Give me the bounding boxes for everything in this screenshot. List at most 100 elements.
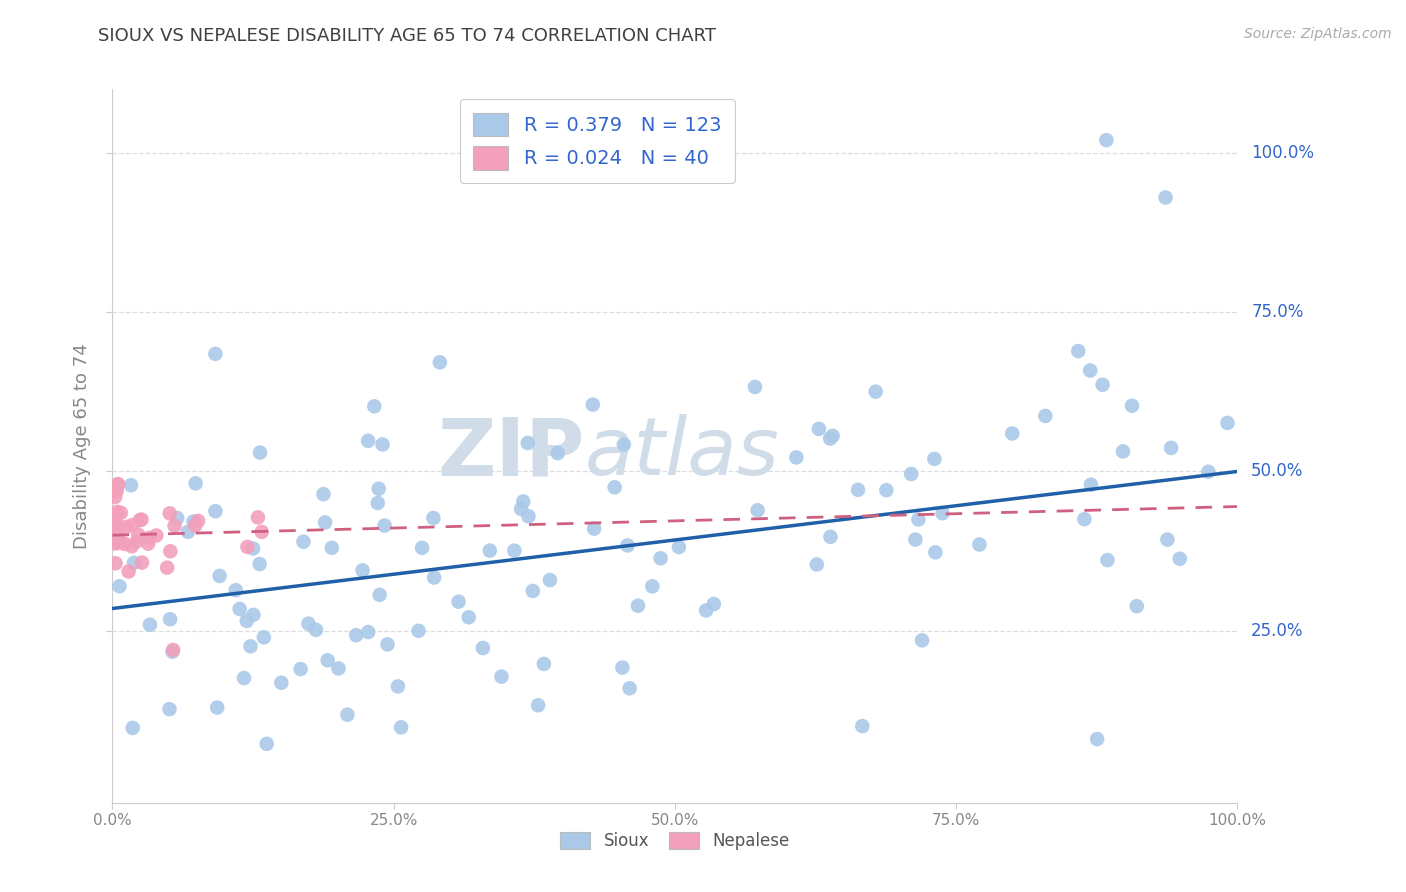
Text: 50.0%: 50.0% bbox=[1251, 462, 1303, 481]
Point bbox=[204, 504, 226, 518]
Point bbox=[249, 445, 271, 459]
Point bbox=[612, 660, 634, 674]
Point bbox=[145, 528, 167, 542]
Point bbox=[138, 531, 160, 545]
Point bbox=[865, 384, 887, 399]
Point bbox=[246, 510, 269, 524]
Point bbox=[1033, 409, 1056, 423]
Point bbox=[321, 541, 343, 555]
Point bbox=[846, 483, 869, 497]
Point bbox=[357, 434, 380, 448]
Point bbox=[510, 502, 533, 516]
Point bbox=[105, 517, 128, 532]
Point bbox=[107, 477, 129, 491]
Point bbox=[363, 400, 385, 414]
Point bbox=[105, 523, 128, 537]
Point bbox=[110, 506, 132, 520]
Point bbox=[411, 541, 433, 555]
Point bbox=[292, 534, 315, 549]
Point bbox=[162, 645, 184, 659]
Point bbox=[907, 512, 929, 526]
Text: Source: ZipAtlas.com: Source: ZipAtlas.com bbox=[1244, 27, 1392, 41]
Point bbox=[107, 522, 129, 536]
Point bbox=[668, 540, 690, 554]
Point bbox=[478, 543, 501, 558]
Point bbox=[785, 450, 807, 465]
Point bbox=[139, 617, 162, 632]
Point bbox=[368, 588, 391, 602]
Point bbox=[471, 640, 494, 655]
Point bbox=[806, 558, 828, 572]
Point bbox=[747, 503, 769, 517]
Point bbox=[184, 476, 207, 491]
Point bbox=[1154, 190, 1177, 204]
Point bbox=[1091, 377, 1114, 392]
Point bbox=[603, 480, 626, 494]
Point bbox=[256, 737, 278, 751]
Point bbox=[627, 599, 650, 613]
Point bbox=[875, 483, 897, 498]
Point bbox=[491, 670, 513, 684]
Legend: Sioux, Nepalese: Sioux, Nepalese bbox=[551, 824, 799, 859]
Point bbox=[1067, 344, 1090, 359]
Point bbox=[297, 616, 319, 631]
Point bbox=[314, 516, 336, 530]
Point bbox=[108, 579, 131, 593]
Point bbox=[108, 534, 131, 549]
Point bbox=[357, 625, 380, 640]
Point bbox=[818, 432, 841, 446]
Point bbox=[527, 698, 550, 713]
Y-axis label: Disability Age 65 to 74: Disability Age 65 to 74 bbox=[73, 343, 91, 549]
Point bbox=[703, 597, 725, 611]
Point bbox=[101, 508, 124, 523]
Point bbox=[121, 539, 143, 553]
Point bbox=[820, 530, 842, 544]
Point bbox=[312, 487, 335, 501]
Point bbox=[136, 536, 159, 550]
Point bbox=[371, 437, 394, 451]
Point bbox=[120, 478, 142, 492]
Point bbox=[367, 482, 389, 496]
Point bbox=[695, 603, 717, 617]
Point bbox=[352, 563, 374, 577]
Point bbox=[344, 628, 367, 642]
Point bbox=[235, 614, 257, 628]
Point bbox=[242, 607, 264, 622]
Point bbox=[270, 675, 292, 690]
Point bbox=[619, 681, 641, 696]
Point bbox=[205, 700, 228, 714]
Point bbox=[429, 355, 451, 369]
Point bbox=[650, 551, 672, 566]
Point bbox=[163, 518, 186, 533]
Point bbox=[104, 536, 127, 550]
Point bbox=[125, 534, 148, 549]
Point bbox=[236, 540, 259, 554]
Point bbox=[582, 398, 605, 412]
Point bbox=[115, 520, 138, 534]
Point bbox=[107, 477, 129, 491]
Point bbox=[129, 513, 152, 527]
Point bbox=[1085, 732, 1108, 747]
Point bbox=[117, 565, 139, 579]
Point bbox=[1121, 399, 1143, 413]
Point bbox=[121, 721, 143, 735]
Point bbox=[1112, 444, 1135, 458]
Point bbox=[522, 584, 544, 599]
Point bbox=[1080, 477, 1102, 491]
Point bbox=[101, 483, 124, 498]
Point bbox=[242, 541, 264, 556]
Point bbox=[512, 494, 534, 508]
Point bbox=[377, 637, 399, 651]
Point bbox=[389, 720, 412, 734]
Point bbox=[177, 524, 200, 539]
Point bbox=[924, 452, 946, 467]
Point bbox=[162, 643, 184, 657]
Text: 100.0%: 100.0% bbox=[1251, 144, 1315, 162]
Point bbox=[374, 518, 396, 533]
Point bbox=[516, 436, 538, 450]
Point bbox=[228, 602, 250, 616]
Point bbox=[821, 429, 844, 443]
Point bbox=[184, 518, 207, 533]
Point bbox=[422, 511, 444, 525]
Point bbox=[239, 640, 262, 654]
